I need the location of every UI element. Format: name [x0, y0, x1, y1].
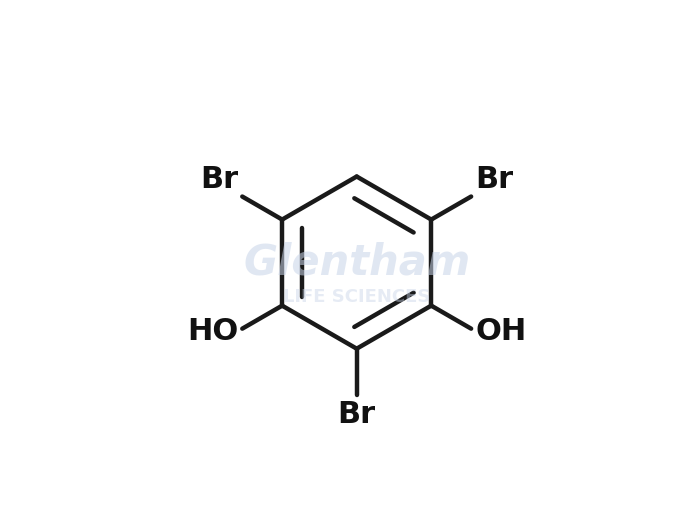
- Text: Br: Br: [338, 399, 376, 428]
- Text: Br: Br: [475, 165, 514, 194]
- Text: LIFE SCIENCES: LIFE SCIENCES: [283, 288, 430, 306]
- Text: Glentham: Glentham: [243, 242, 470, 283]
- Text: OH: OH: [475, 317, 527, 346]
- Text: HO: HO: [187, 317, 238, 346]
- Text: Br: Br: [200, 165, 238, 194]
